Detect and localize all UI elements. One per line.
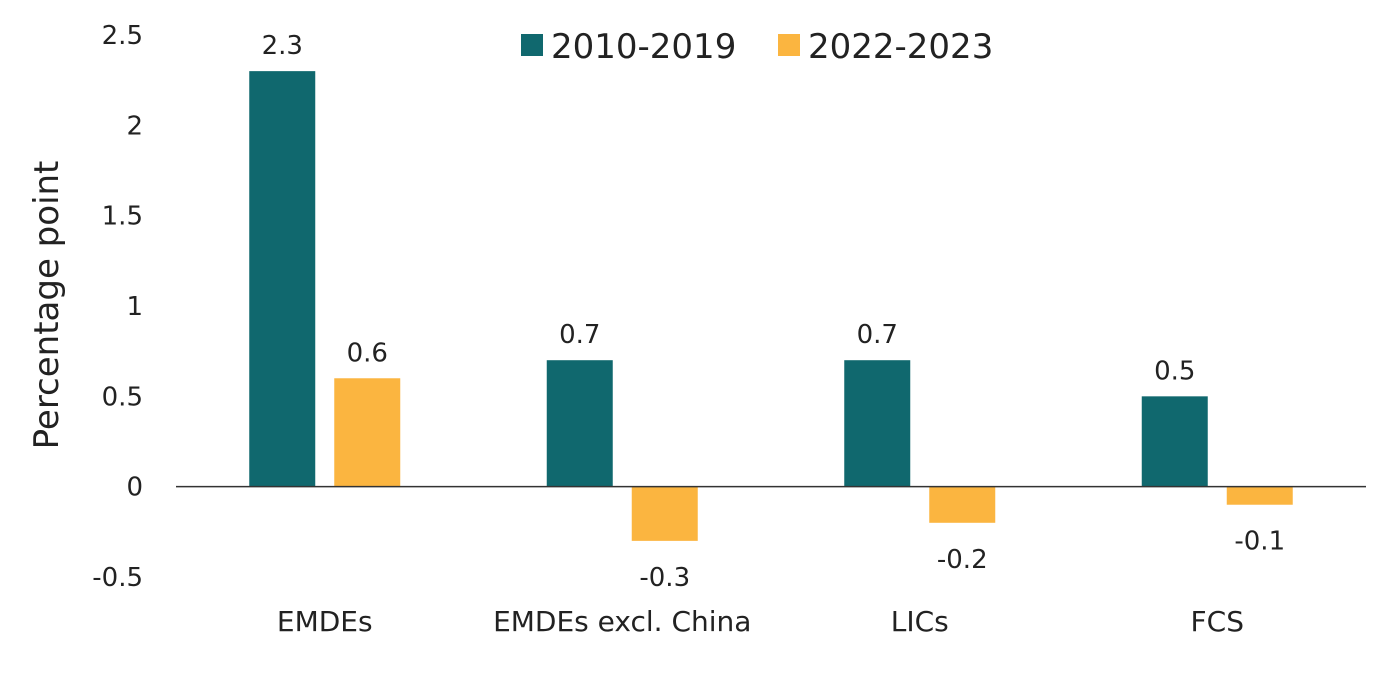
data-label: 0.6 [347, 338, 388, 368]
legend-label: 2010-2019 [551, 27, 736, 67]
data-label: 0.5 [1154, 356, 1195, 386]
bar [1141, 396, 1208, 487]
bar [249, 71, 316, 487]
y-tick-label: 2 [126, 111, 143, 141]
y-tick-label: 1 [126, 292, 143, 322]
data-labels: 2.3 0.6 0.7 -0.3 0.7 -0.2 0.5 -0.1 [262, 31, 1286, 593]
bar [631, 486, 698, 541]
x-axis-categories: EMDEs EMDEs excl. China LICs FCS [277, 605, 1244, 638]
category-label: EMDEs [277, 605, 373, 638]
data-label: 2.3 [262, 31, 303, 61]
bars [249, 71, 1293, 541]
data-label: -0.1 [1234, 527, 1285, 557]
y-tick-label: 2.5 [102, 21, 143, 51]
bar [929, 486, 996, 523]
bar [1226, 486, 1293, 505]
category-label: FCS [1191, 605, 1244, 638]
legend-swatch [521, 34, 543, 56]
y-tick-label: 1.5 [102, 202, 143, 232]
legend: 2010-2019 2022-2023 [521, 27, 993, 67]
bar [546, 360, 613, 487]
y-tick-label: -0.5 [92, 563, 143, 593]
data-label: 0.7 [857, 320, 898, 350]
y-tick-label: 0.5 [102, 382, 143, 412]
legend-label: 2022-2023 [808, 27, 993, 67]
y-tick-label: 0 [126, 473, 143, 503]
data-label: -0.3 [639, 563, 690, 593]
legend-swatch [778, 34, 800, 56]
data-label: 0.7 [559, 320, 600, 350]
data-label: -0.2 [937, 545, 988, 575]
y-axis-label: Percentage point [27, 161, 67, 450]
y-axis-ticks: 2.5 2 1.5 1 0.5 0 -0.5 [92, 21, 143, 593]
bar [334, 378, 401, 487]
bar [844, 360, 911, 487]
category-label: EMDEs excl. China [493, 605, 751, 638]
category-label: LICs [891, 605, 949, 638]
